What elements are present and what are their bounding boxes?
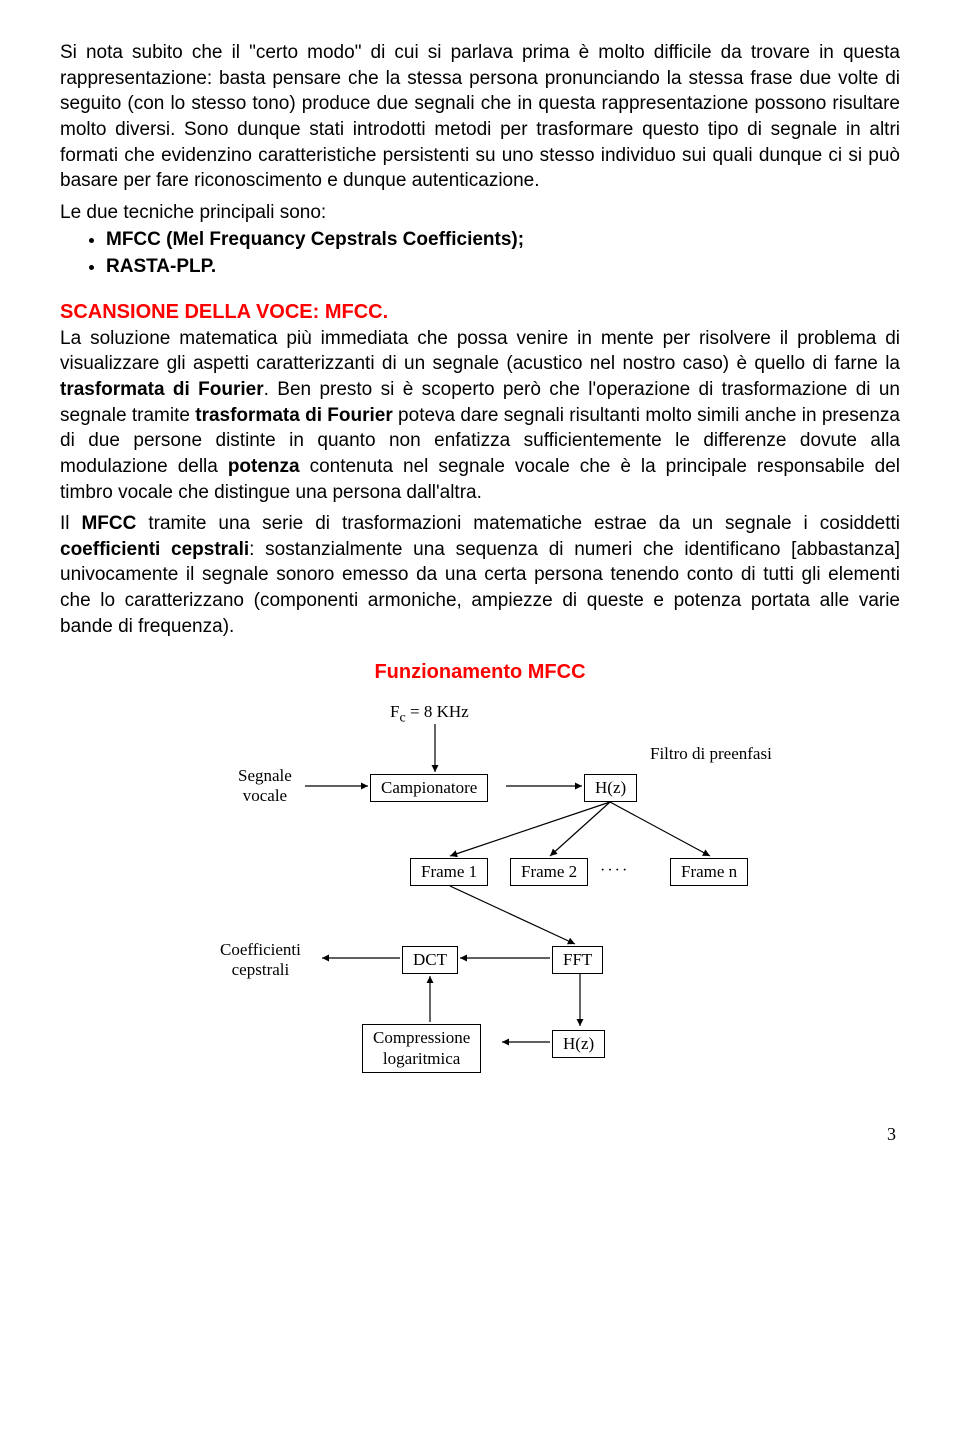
text-run: La soluzione matematica più immediata ch… [60, 328, 900, 375]
bold-run: MFCC [81, 513, 136, 534]
list-item: MFCC (Mel Frequancy Cepstrals Coefficien… [106, 227, 900, 254]
paragraph-intro: Si nota subito che il "certo modo" di cu… [60, 40, 900, 194]
list-item: RASTA-PLP. [106, 254, 900, 281]
diagram-title: Funzionamento MFCC [60, 661, 900, 684]
diagram-box-campionatore: Campionatore [370, 774, 488, 802]
section-heading-mfcc: SCANSIONE DELLA VOCE: MFCC. [60, 301, 900, 324]
document-page: Si nota subito che il "certo modo" di cu… [0, 0, 960, 1165]
paragraph-mfcc-2: Il MFCC tramite una serie di trasformazi… [60, 511, 900, 639]
bold-run: trasformata di Fourier [60, 379, 264, 400]
diagram-box-framen: Frame n [670, 858, 748, 886]
diagram-box-frame2: Frame 2 [510, 858, 588, 886]
diagram-box-fft: FFT [552, 946, 603, 974]
paragraph-techniques-intro: Le due tecniche principali sono: [60, 200, 900, 226]
techniques-list: MFCC (Mel Frequancy Cepstrals Coefficien… [60, 227, 900, 280]
diagram-box-frame1: Frame 1 [410, 858, 488, 886]
bold-run: coefficienti cepstrali [60, 539, 249, 560]
diagram-box-compressione: Compressionelogaritmica [362, 1024, 481, 1073]
diagram-label-segnale: Segnalevocale [238, 766, 292, 806]
diagram-label-filtro: Filtro di preenfasi [650, 744, 772, 764]
diagram-box-dct: DCT [402, 946, 458, 974]
text-run: Il [60, 513, 81, 534]
bold-run: potenza [228, 456, 300, 477]
diagram-dots: ···· [600, 862, 629, 880]
paragraph-mfcc-1: La soluzione matematica più immediata ch… [60, 326, 900, 505]
bold-run: trasformata di Fourier [195, 405, 393, 426]
diagram-label-fc: Fc = 8 KHz [390, 702, 469, 726]
diagram-box-hz2: H(z) [552, 1030, 605, 1058]
page-number: 3 [60, 1124, 900, 1145]
diagram-label-coeff: Coefficienticepstrali [220, 940, 301, 980]
text-run: tramite una serie di trasformazioni mate… [136, 513, 900, 534]
mfcc-diagram: Fc = 8 KHz Filtro di preenfasi Segnalevo… [150, 694, 810, 1094]
diagram-box-hz: H(z) [584, 774, 637, 802]
